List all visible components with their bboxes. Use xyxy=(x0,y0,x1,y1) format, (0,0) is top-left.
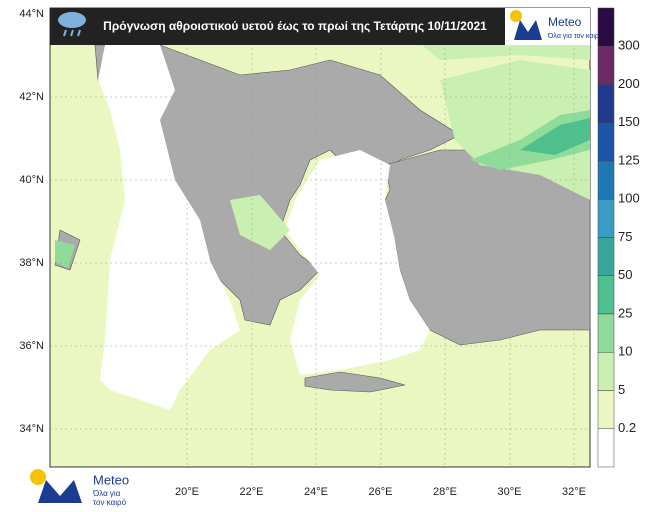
lat-label: 36°N xyxy=(19,340,44,352)
legend-label: 300 xyxy=(618,38,640,53)
lon-label: 26°E xyxy=(369,486,393,498)
legend-swatch xyxy=(597,199,615,238)
footer-logo-mark xyxy=(38,480,82,503)
legend-swatch xyxy=(597,352,615,391)
lat-label: 38°N xyxy=(19,257,44,269)
logo-mark xyxy=(514,20,542,40)
footer-slogan-2: τον καιρό xyxy=(93,498,127,507)
legend-label: 5 xyxy=(618,382,625,397)
legend-swatch xyxy=(597,428,615,468)
lon-label: 32°E xyxy=(562,486,586,498)
footer-logo-sun xyxy=(30,469,46,485)
title-bar xyxy=(50,8,505,45)
map-title: Πρόγνωση αθροιστικού υετού έως το πρωί τ… xyxy=(103,19,487,33)
lat-label: 34°N xyxy=(19,423,44,435)
rain-icon xyxy=(58,12,86,37)
legend-swatch xyxy=(597,84,615,123)
logo-name: Meteo xyxy=(548,15,582,29)
lat-label: 42°N xyxy=(19,91,44,103)
legend-label: 50 xyxy=(618,267,632,282)
lon-label: 30°E xyxy=(498,486,522,498)
lat-labels: 44°N 42°N 40°N 38°N 36°N 34°N xyxy=(19,8,44,435)
legend-swatch xyxy=(597,237,615,276)
lon-label: 24°E xyxy=(304,486,328,498)
legend-label: 150 xyxy=(618,114,640,129)
legend-swatch xyxy=(597,122,615,162)
legend-swatch xyxy=(597,275,615,315)
legend-swatch xyxy=(597,390,615,429)
legend-label: 125 xyxy=(618,152,640,167)
logo-sun xyxy=(510,10,522,22)
legend-label: 25 xyxy=(618,305,632,320)
lon-label: 28°E xyxy=(433,486,457,498)
graticule xyxy=(50,8,590,467)
legend-label: 0.2 xyxy=(618,420,636,435)
sea xyxy=(98,45,430,410)
footer-logo-name: Meteo xyxy=(93,472,129,487)
legend-label: 200 xyxy=(618,76,640,91)
logo-slogan: Όλα για τον καιρό xyxy=(547,32,603,40)
lat-label: 40°N xyxy=(19,174,44,186)
legend-swatch xyxy=(597,313,615,353)
legend: 300 200 150 125 100 75 50 25 10 5 0.2 xyxy=(597,7,640,468)
lat-label: 44°N xyxy=(19,8,44,20)
legend-swatch xyxy=(597,160,615,200)
legend-label: 75 xyxy=(618,229,632,244)
lon-label: 22°E xyxy=(240,486,264,498)
legend-label: 100 xyxy=(618,191,640,206)
lon-labels: 20°E 22°E 24°E 26°E 28°E 30°E 32°E xyxy=(175,486,586,498)
lon-label: 20°E xyxy=(175,486,199,498)
legend-swatch xyxy=(597,7,615,47)
legend-label: 10 xyxy=(618,344,632,359)
legend-swatch xyxy=(597,46,615,85)
footer-slogan-1: Όλα για xyxy=(92,489,121,498)
